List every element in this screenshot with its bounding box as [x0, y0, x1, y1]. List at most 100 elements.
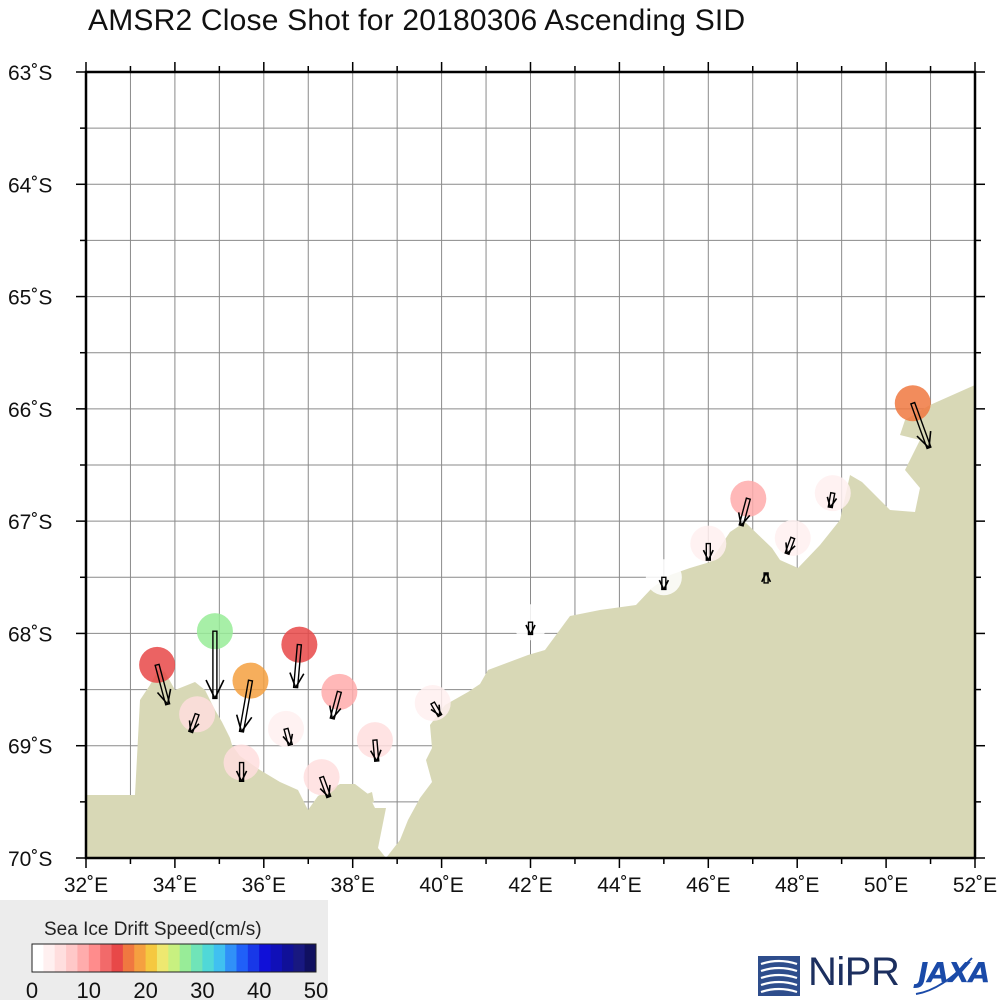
arrow-head — [319, 787, 330, 798]
arrow-head — [289, 672, 297, 688]
lat-label: 63˚S — [8, 62, 52, 85]
drift-vector — [730, 480, 767, 527]
lon-label: 48˚E — [775, 874, 819, 897]
arrow-head — [829, 498, 838, 508]
arrow-head — [525, 624, 532, 635]
colorbar-swatch — [304, 944, 317, 972]
axis-ticks — [76, 62, 985, 868]
colorbar-swatch — [168, 944, 181, 972]
colorbar-swatch — [32, 944, 44, 972]
colorbar-swatch — [88, 944, 101, 972]
arrow-shaft — [329, 690, 343, 720]
arrow-head — [376, 749, 382, 762]
drift-vector — [303, 759, 340, 799]
colorbar-tick-label: 50 — [304, 978, 328, 1000]
svg-text:JAXA: JAXA — [913, 956, 989, 989]
antarctic-land — [86, 385, 975, 858]
colorbar-tick-label: 10 — [77, 978, 101, 1000]
colorbar-frame — [31, 943, 317, 973]
arrow-shaft — [372, 739, 380, 762]
colorbar-swatch — [270, 944, 283, 972]
arrow-head — [289, 733, 294, 746]
arrow-head — [430, 708, 441, 717]
drift-vector — [281, 626, 318, 689]
lon-label: 52˚E — [953, 874, 997, 897]
arrow-head — [188, 720, 192, 733]
lat-label: 64˚S — [8, 174, 52, 197]
arrow-head — [156, 691, 169, 705]
colorbar: 0 10 20 30 40 50 — [26, 943, 328, 1000]
lat-label: 66˚S — [8, 399, 52, 422]
colorbar-title: Sea Ice Drift Speed(cm/s) — [44, 919, 262, 940]
arrow-head — [331, 707, 342, 719]
arrow-head — [740, 514, 751, 526]
lat-label: 69˚S — [8, 736, 52, 759]
drift-vector — [814, 475, 851, 512]
arrow-head — [786, 545, 796, 555]
drift-vector — [321, 673, 358, 720]
arrow-shaft — [212, 630, 218, 700]
lon-label: 38˚E — [331, 874, 375, 897]
arrow-head — [214, 679, 225, 699]
arrow-shaft — [238, 679, 254, 733]
arrow-head — [294, 673, 305, 688]
colorbar-tick-label: 30 — [190, 978, 214, 1000]
lat-label: 70˚S — [8, 848, 52, 871]
arrow-head — [369, 750, 378, 762]
arrow-head — [438, 704, 441, 716]
colorbar-swatch — [77, 944, 90, 972]
drift-vector — [645, 559, 682, 596]
drift-vector — [761, 572, 772, 584]
axis-labels: 32˚E 34˚E 36˚E 38˚E 40˚E 42˚E 44˚E 46˚E 48˚E 50˚E… — [8, 62, 997, 897]
arrow-head — [529, 624, 536, 635]
drift-vector — [196, 613, 233, 700]
drift-vector — [139, 646, 176, 706]
lon-label: 32˚E — [64, 874, 108, 897]
arrow-head — [240, 716, 253, 733]
colorbar-swatch — [225, 944, 237, 972]
lat-label: 67˚S — [8, 511, 52, 534]
lon-label: 44˚E — [597, 874, 641, 897]
lat-label: 65˚S — [8, 287, 52, 310]
colorbar-tick-label: 40 — [247, 978, 271, 1000]
arrow-shaft — [318, 775, 332, 799]
colorbar-swatch — [293, 944, 306, 972]
lon-label: 34˚E — [153, 874, 197, 897]
arrow-head — [235, 714, 243, 732]
colorbar-swatch — [191, 944, 203, 972]
colorbar-swatch — [213, 944, 226, 972]
arrow-head — [282, 735, 291, 746]
lon-label: 46˚E — [686, 874, 730, 897]
arrow-head — [737, 512, 742, 526]
lon-label: 36˚E — [242, 874, 286, 897]
drift-vector — [512, 604, 549, 641]
arrow-head — [240, 770, 248, 782]
arrow-shaft — [292, 643, 303, 689]
colorbar-swatch — [111, 944, 124, 972]
lat-label: 68˚S — [8, 623, 52, 646]
arrow-head — [916, 435, 930, 449]
lon-label: 50˚E — [864, 874, 908, 897]
drift-vector — [414, 685, 451, 722]
land-polygon — [86, 385, 975, 858]
colorbar-swatch — [66, 944, 78, 972]
colorbar-swatch — [122, 944, 135, 972]
arrow-head — [707, 549, 714, 561]
arrow-head — [663, 579, 670, 590]
arrow-shaft — [909, 401, 932, 450]
colorbar-swatch — [43, 944, 56, 972]
arrow-head — [190, 723, 200, 733]
drift-vector — [774, 519, 811, 556]
arrow-head — [761, 572, 767, 583]
arrow-head — [826, 496, 832, 508]
arrow-head — [328, 705, 334, 719]
arrow-head — [702, 549, 710, 561]
colorbar-swatch — [100, 944, 113, 972]
colorbar-swatch — [247, 944, 260, 972]
arrow-shaft — [187, 712, 200, 734]
arrow-head — [658, 579, 665, 590]
arrow-head — [928, 430, 932, 448]
colorbar-tick-label: 0 — [26, 978, 38, 1000]
colorbar-swatch — [202, 944, 215, 972]
